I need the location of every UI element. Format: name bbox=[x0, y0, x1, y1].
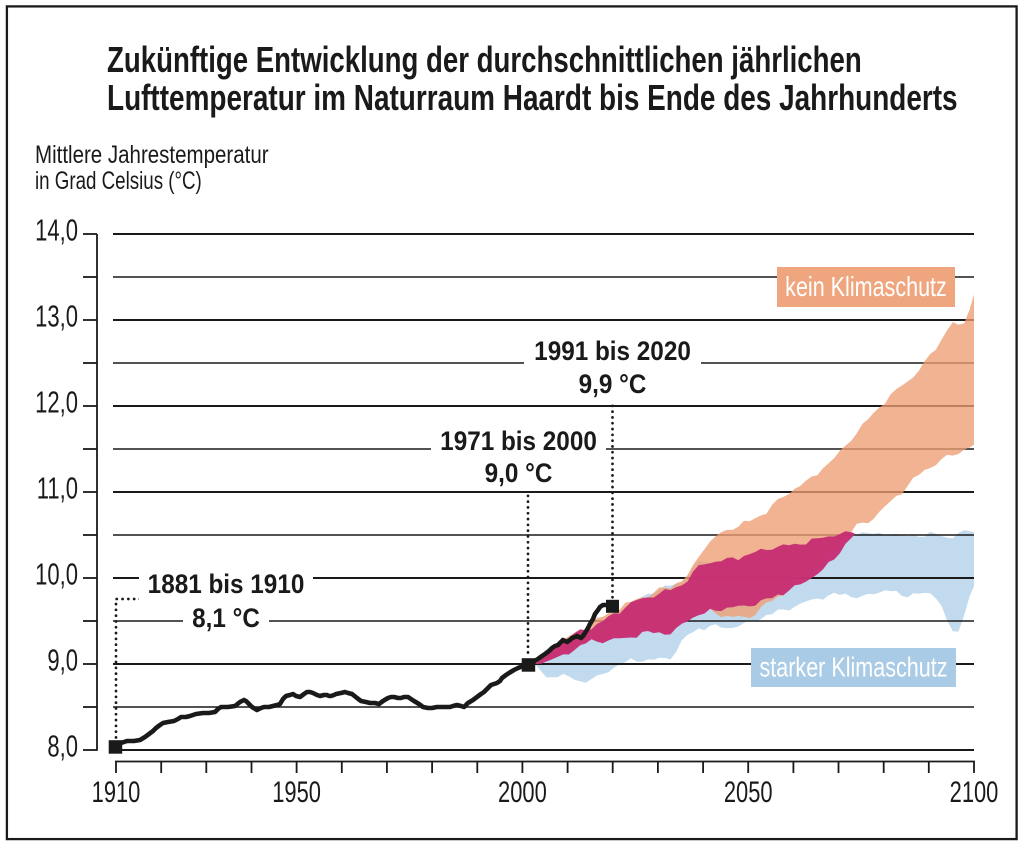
svg-text:1910: 1910 bbox=[92, 775, 141, 809]
svg-text:14,0: 14,0 bbox=[35, 213, 78, 248]
svg-text:Lufttemperatur im Naturraum Ha: Lufttemperatur im Naturraum Haardt bis E… bbox=[107, 78, 958, 118]
svg-text:1950: 1950 bbox=[272, 775, 321, 809]
svg-text:13,0: 13,0 bbox=[35, 299, 78, 334]
svg-text:8,1 °C: 8,1 °C bbox=[192, 604, 260, 633]
svg-text:9,9 °C: 9,9 °C bbox=[579, 370, 647, 399]
svg-text:1971 bis 2000: 1971 bis 2000 bbox=[440, 427, 597, 456]
svg-text:9,0: 9,0 bbox=[47, 643, 78, 678]
svg-text:2100: 2100 bbox=[950, 775, 999, 809]
svg-text:8,0: 8,0 bbox=[47, 729, 78, 764]
svg-text:Zukünftige Entwicklung der dur: Zukünftige Entwicklung der durchschnittl… bbox=[107, 39, 862, 79]
svg-text:10,0: 10,0 bbox=[35, 557, 78, 592]
svg-text:1881 bis 1910: 1881 bis 1910 bbox=[148, 570, 305, 599]
svg-text:12,0: 12,0 bbox=[35, 385, 78, 420]
svg-text:11,0: 11,0 bbox=[37, 471, 78, 506]
svg-text:9,0 °C: 9,0 °C bbox=[485, 459, 553, 488]
svg-text:starker Klimaschutz: starker Klimaschutz bbox=[760, 652, 948, 683]
svg-text:2000: 2000 bbox=[498, 775, 547, 809]
svg-text:in Grad Celsius (°C): in Grad Celsius (°C) bbox=[35, 166, 202, 194]
svg-text:kein Klimaschutz: kein Klimaschutz bbox=[785, 271, 947, 302]
svg-text:2050: 2050 bbox=[724, 775, 773, 809]
svg-text:1991 bis 2020: 1991 bis 2020 bbox=[534, 337, 691, 366]
svg-text:Mittlere Jahrestemperatur: Mittlere Jahrestemperatur bbox=[35, 140, 269, 168]
